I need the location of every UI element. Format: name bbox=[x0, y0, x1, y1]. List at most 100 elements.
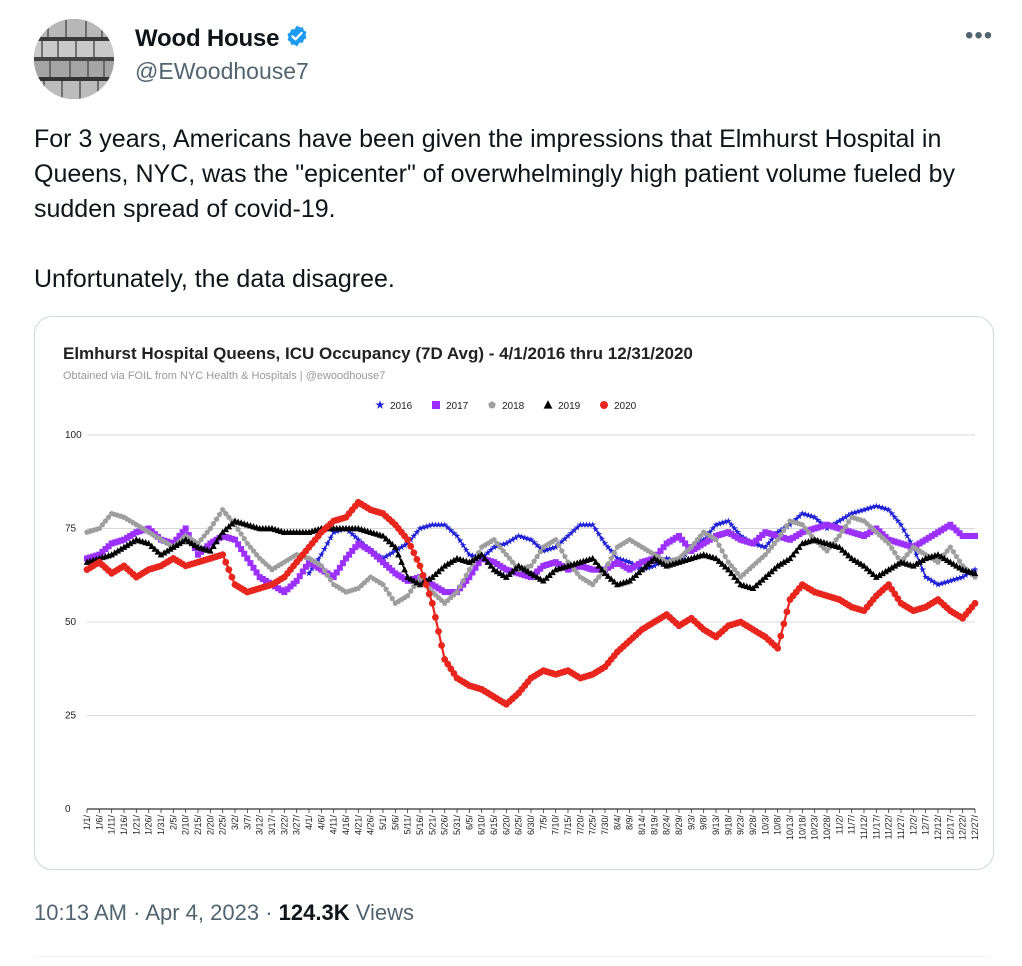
data-point bbox=[318, 562, 325, 569]
data-point bbox=[586, 521, 593, 528]
x-tick-label: 5/6/ bbox=[390, 815, 400, 831]
data-point bbox=[343, 555, 349, 562]
data-point bbox=[867, 529, 874, 536]
data-point bbox=[481, 554, 489, 562]
data-point bbox=[725, 559, 732, 565]
data-point bbox=[330, 528, 338, 536]
data-point bbox=[499, 540, 507, 548]
more-options-button[interactable]: ••• bbox=[965, 22, 993, 50]
data-point bbox=[842, 549, 849, 556]
data-point bbox=[222, 510, 229, 516]
data-point bbox=[635, 564, 643, 571]
data-point bbox=[792, 515, 800, 523]
data-point bbox=[780, 558, 788, 565]
data-point bbox=[762, 529, 769, 536]
data-point bbox=[395, 551, 402, 558]
x-tick-label: 1/21/ bbox=[131, 815, 141, 836]
data-point bbox=[99, 548, 106, 555]
data-point bbox=[306, 559, 312, 566]
data-point bbox=[608, 562, 615, 569]
data-point bbox=[444, 560, 452, 567]
data-point bbox=[774, 536, 781, 543]
data-point bbox=[734, 577, 741, 584]
data-point bbox=[938, 527, 945, 534]
x-tick-label: 9/13/ bbox=[711, 815, 721, 836]
data-point bbox=[876, 503, 883, 510]
author-handle[interactable]: @EWoodhouse7 bbox=[135, 58, 309, 84]
data-point bbox=[413, 575, 420, 582]
data-point bbox=[734, 570, 741, 576]
data-point bbox=[386, 564, 393, 571]
data-point bbox=[506, 555, 513, 561]
x-tick-label: 12/7/ bbox=[921, 815, 931, 836]
data-point bbox=[558, 538, 566, 545]
data-point bbox=[460, 577, 466, 584]
data-point bbox=[429, 581, 436, 588]
data-point bbox=[247, 544, 254, 550]
data-point bbox=[549, 560, 556, 567]
data-point bbox=[611, 561, 618, 568]
data-point bbox=[494, 540, 500, 546]
data-point bbox=[756, 534, 763, 541]
data-point bbox=[740, 534, 748, 541]
author-name-row[interactable]: Wood House bbox=[135, 24, 309, 53]
data-point bbox=[728, 531, 735, 538]
data-point bbox=[521, 572, 528, 579]
data-point bbox=[407, 542, 415, 550]
data-point bbox=[154, 548, 162, 555]
data-point bbox=[781, 527, 787, 533]
data-point bbox=[891, 538, 898, 545]
data-point bbox=[589, 554, 596, 562]
data-point bbox=[324, 539, 331, 547]
legend-pentagon-icon bbox=[488, 401, 496, 409]
data-point bbox=[438, 641, 445, 649]
data-point bbox=[956, 558, 963, 564]
data-point bbox=[823, 524, 831, 532]
data-point bbox=[422, 523, 430, 530]
data-point bbox=[543, 546, 550, 553]
data-point bbox=[561, 535, 569, 542]
data-point bbox=[370, 550, 377, 557]
tweet-meta: 10:13 AM · Apr 4, 2023 · 124.3K Views bbox=[34, 900, 414, 926]
data-point bbox=[518, 533, 526, 540]
data-point bbox=[787, 536, 793, 543]
x-tick-label: 2/10/ bbox=[181, 815, 191, 836]
data-point bbox=[247, 560, 254, 567]
data-point bbox=[225, 534, 232, 541]
data-point bbox=[872, 502, 880, 509]
x-tick-label: 11/22/ bbox=[884, 815, 894, 840]
data-point bbox=[327, 534, 334, 541]
data-point bbox=[592, 558, 600, 565]
data-point bbox=[965, 532, 972, 539]
avatar[interactable] bbox=[34, 19, 114, 99]
data-point bbox=[876, 528, 883, 535]
data-point bbox=[971, 599, 979, 607]
author-name[interactable]: Wood House bbox=[135, 24, 280, 52]
data-point bbox=[903, 532, 911, 539]
data-point bbox=[577, 562, 584, 569]
x-tick-label: 4/11/ bbox=[329, 815, 339, 835]
data-point bbox=[752, 540, 760, 548]
data-point bbox=[706, 536, 713, 543]
data-point bbox=[546, 545, 553, 552]
data-point bbox=[376, 552, 384, 560]
data-point bbox=[528, 574, 534, 581]
data-point bbox=[808, 512, 815, 520]
tweet-time[interactable]: 10:13 AM bbox=[34, 900, 127, 925]
data-point bbox=[148, 542, 156, 549]
data-point bbox=[469, 552, 476, 559]
data-point bbox=[413, 528, 421, 536]
x-tick-label: 5/1/ bbox=[378, 815, 388, 831]
x-tick-label: 12/12/ bbox=[933, 815, 943, 841]
tweet-date[interactable]: Apr 4, 2023 bbox=[145, 900, 260, 925]
data-point bbox=[555, 542, 562, 548]
data-point bbox=[145, 539, 152, 547]
data-point bbox=[783, 535, 790, 542]
chart-subtitle: Obtained via FOIL from NYC Health & Hosp… bbox=[63, 370, 385, 382]
x-tick-label: 5/26/ bbox=[440, 815, 450, 836]
data-point bbox=[777, 632, 785, 640]
data-point bbox=[765, 530, 772, 537]
data-point bbox=[438, 587, 445, 594]
data-point bbox=[944, 523, 951, 530]
chart-image-card[interactable]: Elmhurst Hospital Queens, ICU Occupancy … bbox=[34, 316, 994, 870]
